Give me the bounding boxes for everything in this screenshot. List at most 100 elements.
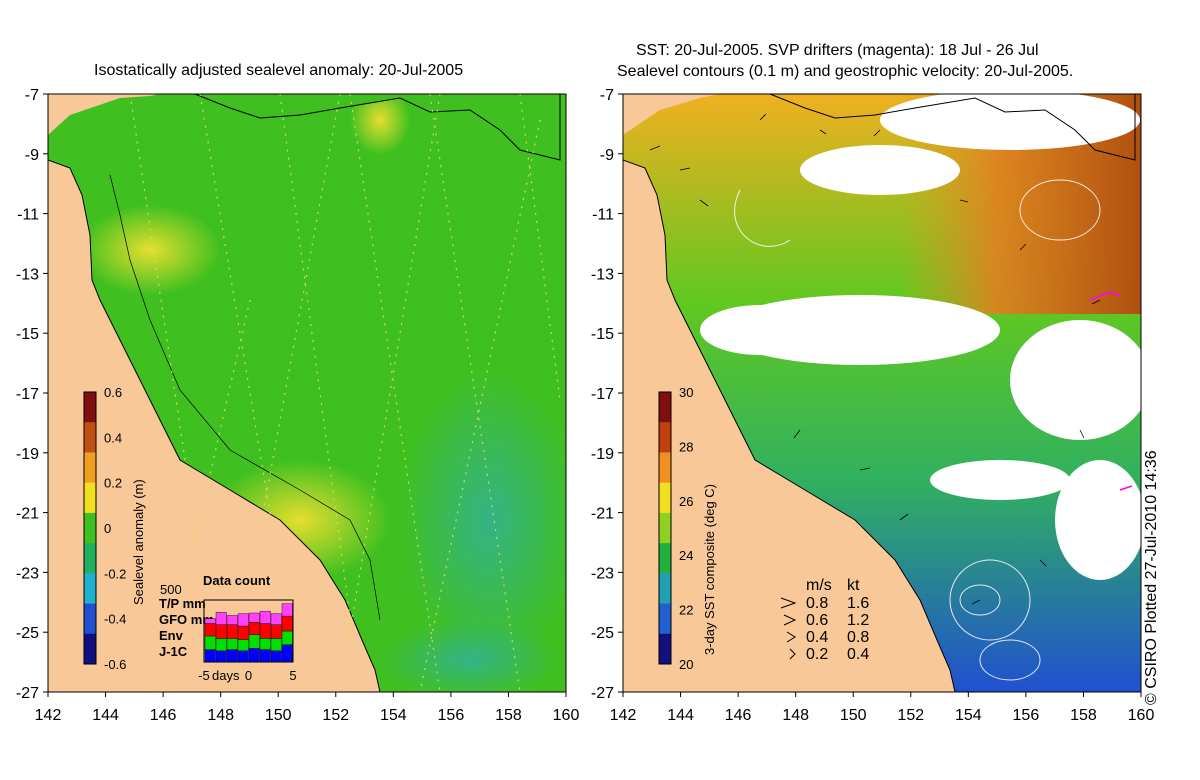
sst-colorbar-swatch	[659, 603, 671, 635]
right-x-tick-label: 158	[1070, 707, 1097, 724]
velocity-legend-kt: 1.2	[847, 612, 869, 629]
sst-map	[623, 94, 1141, 692]
data-count-legend-item: T/P mm	[159, 596, 206, 611]
left-x-tick-label: 142	[35, 707, 62, 724]
velocity-legend-ms: 0.2	[806, 646, 828, 663]
left-x-tick-label: 160	[553, 707, 580, 724]
left-y-tick-label: -7	[25, 87, 39, 104]
left-y-tick-label: -15	[16, 326, 39, 343]
reef-outline	[109, 174, 381, 621]
data-count-bar-segment	[270, 650, 282, 663]
velocity-legend-arrow	[780, 597, 797, 609]
land-australia-right	[623, 94, 720, 135]
left-x-tick-label: 144	[92, 707, 119, 724]
right-x-tick-label: 148	[782, 707, 809, 724]
sst-colorbar-swatch	[659, 392, 671, 423]
land-cape-york-coast	[48, 160, 380, 692]
anomaly-high-ne	[350, 94, 410, 155]
sst-colorbar-swatches	[659, 392, 671, 665]
right-y-tick-label: -25	[591, 625, 614, 642]
sst-colorbar-tick-label: 24	[679, 548, 693, 563]
right-y-tick-label: -23	[591, 565, 614, 582]
coastline-outline	[48, 159, 381, 692]
right-x-tick-label: 154	[955, 707, 982, 724]
data-count-bar-segment	[237, 639, 249, 652]
left-x-tick-label: 152	[322, 707, 349, 724]
left-x-tick-label: 148	[207, 707, 234, 724]
velocity-legend-ms: 0.8	[806, 595, 828, 612]
velocity-legend-rows: 0.8 1.60.6 1.20.4 0.80.2 0.4	[780, 595, 869, 663]
sst-colorbar-frame	[658, 391, 672, 665]
data-count-bar-segment	[281, 603, 293, 617]
sealevel-colorbar-tick-label: 0.6	[104, 385, 122, 400]
sst-colorbar-swatch	[659, 422, 671, 453]
land-png	[194, 94, 561, 161]
copyright-notice: © CSIRO Plotted 27-Jul-2010 14:36	[1143, 450, 1160, 705]
data-count-bar-segment	[237, 613, 249, 627]
sealevel-colorbar-tick-label: 0.4	[104, 430, 122, 445]
left-x-tick-label: 150	[265, 707, 292, 724]
sealevel-colorbar-swatch	[84, 512, 96, 544]
right-y-tick-label: -19	[591, 446, 614, 463]
data-count-bar-segment	[226, 624, 238, 639]
sst-colorbar-tick-label: 30	[679, 385, 693, 400]
velocity-legend-arrow	[786, 631, 796, 643]
sst-colorbar-tick-label: 20	[679, 657, 693, 672]
sealevel-colorbar-tick-label: -0.4	[104, 612, 126, 627]
sst-colorbar-swatch	[659, 482, 671, 514]
data-count-axes	[203, 599, 294, 663]
sealevel-colorbar-swatch	[84, 543, 96, 574]
anomaly-high-north	[80, 205, 220, 295]
data-count-max-label: 500	[160, 582, 182, 597]
velocity-legend-kt: 0.8	[847, 629, 869, 646]
right-x-tick-label: 150	[840, 707, 867, 724]
right-x-tick-label: 160	[1128, 707, 1155, 724]
sst-colorbar-swatch	[659, 543, 671, 574]
velocity-legend-kt-header: kt	[847, 577, 860, 594]
data-count-x-ticks: -5 0 5	[198, 668, 296, 683]
data-count-x-label: days	[212, 668, 240, 683]
data-count-bar-segment	[281, 615, 293, 632]
data-count-bar-segment	[204, 635, 216, 650]
left-y-tick-label: -25	[16, 625, 39, 642]
sealevel-colorbar-swatch	[84, 452, 96, 484]
sst-colorbar-swatch	[659, 633, 671, 665]
data-count-bar-segment	[215, 612, 227, 626]
left-y-tick-label: -9	[25, 147, 39, 164]
data-count-x-tick: -5	[198, 668, 210, 683]
left-y-tick-label: -17	[16, 386, 39, 403]
drifter-tracks	[1089, 291, 1133, 491]
data-count-legend-item: GFO mm	[159, 612, 214, 627]
right-y-tick-label: -27	[591, 685, 614, 702]
cloud-gaps	[700, 94, 1141, 580]
sst-colorbar: 30 28 26 24 22 20 3-day SST composite (deg C)	[658, 385, 717, 672]
data-count-bar-segment	[259, 649, 271, 663]
right-y-tick-label: -15	[591, 326, 614, 343]
right-x-tick-label: 142	[610, 707, 637, 724]
data-count-bar-segment	[226, 649, 238, 663]
data-count-bars	[204, 603, 293, 663]
data-count-bar-segment	[215, 650, 227, 663]
sealevel-colorbar-swatch	[84, 392, 96, 423]
data-count-bar-segment	[204, 618, 216, 624]
velocity-legend-arrow	[783, 614, 797, 626]
sealevel-colorbar-tick-label: 0.2	[104, 476, 122, 491]
data-count-x-tick: 5	[289, 668, 296, 683]
data-count-bar-segment	[237, 625, 249, 640]
right-panel-title-line1: SST: 20-Jul-2005. SVP drifters (magenta)…	[636, 42, 1039, 59]
data-count-bar-segment	[281, 644, 293, 663]
data-count-legend-item: J-1C	[159, 644, 188, 659]
left-x-tick-label: 158	[495, 707, 522, 724]
sealevel-colorbar-ticks: 0.6 0.4 0.2 0 -0.2 -0.4 -0.6	[104, 385, 126, 672]
right-y-tick-label: -7	[600, 87, 614, 104]
sealevel-colorbar-tick-label: 0	[104, 521, 111, 536]
sealevel-colorbar-label: Sealevel anomaly (m)	[131, 479, 146, 605]
sealevel-colorbar-swatch	[84, 603, 96, 635]
right-x-tick-label: 146	[725, 707, 752, 724]
left-y-tick-label: -19	[16, 446, 39, 463]
left-y-tick-label: -13	[16, 266, 39, 283]
data-count-bar-segment	[226, 638, 238, 650]
land-png-right	[769, 94, 1136, 161]
